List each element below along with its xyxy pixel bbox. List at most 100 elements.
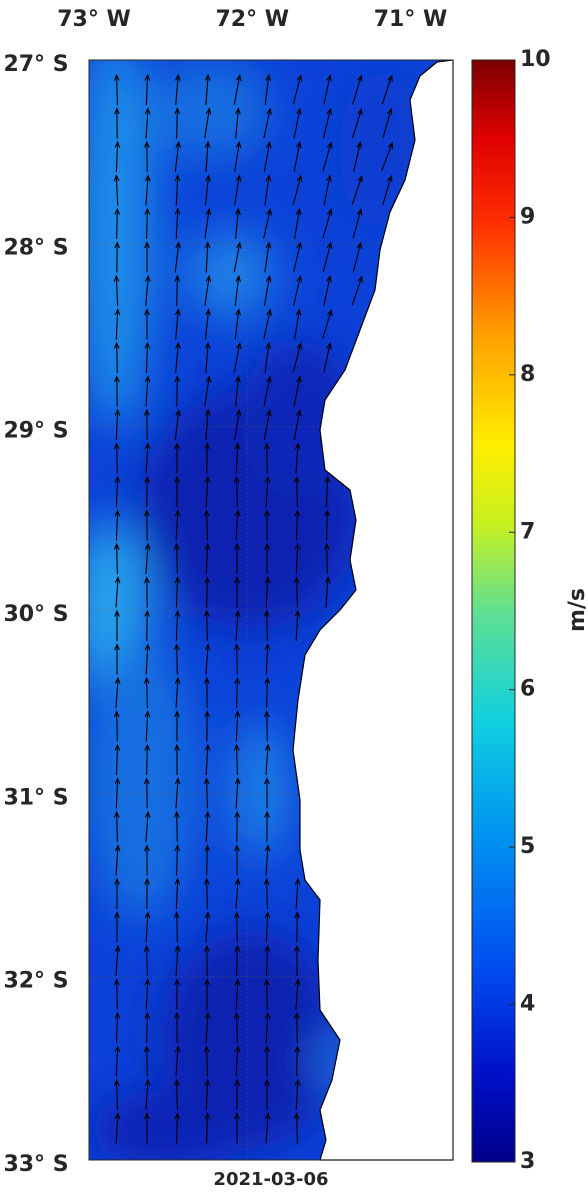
wind-arrow [204, 241, 211, 273]
lat-tick-label: 28° S [3, 235, 68, 260]
wind-arrow [324, 576, 331, 608]
wind-arrow [144, 509, 150, 541]
wind-arrow [292, 74, 303, 105]
wind-arrow [204, 375, 212, 407]
wind-arrow [323, 542, 330, 575]
wind-arrow [204, 944, 210, 977]
wind-arrow [144, 1078, 151, 1110]
wind-arrow [381, 74, 393, 105]
lat-tick-label: 33° S [3, 1152, 68, 1177]
plot-frame [88, 59, 454, 1161]
colorbar-tick-label: 3 [520, 1149, 535, 1174]
wind-arrow [234, 877, 241, 910]
wind-arrow [234, 978, 241, 1010]
wind-arrow [263, 609, 270, 642]
wind-arrow [144, 174, 151, 206]
wind-arrow [144, 978, 151, 1010]
wind-arrow [294, 1045, 301, 1077]
colorbar-tick-label: 9 [520, 204, 535, 229]
wind-arrow [113, 274, 120, 307]
wind-arrow [352, 241, 363, 273]
wind-arrow [173, 810, 180, 843]
wind-arrow [294, 509, 301, 541]
wind-arrow [234, 274, 242, 306]
wind-arrow [292, 342, 303, 373]
wind-arrow [204, 73, 211, 106]
wind-arrow [114, 375, 120, 407]
lon-tick-label: 72° W [215, 7, 289, 32]
wind-arrow [174, 676, 181, 709]
wind-arrow [114, 911, 120, 943]
wind-arrow [114, 844, 121, 876]
wind-arrow [143, 676, 150, 709]
wind-arrow [382, 174, 393, 206]
wind-arrow [294, 978, 301, 1010]
wind-arrow [234, 844, 240, 876]
wind-arrow [264, 810, 270, 843]
wind-arrow [144, 442, 151, 474]
wind-arrow [114, 777, 121, 809]
wind-arrow [144, 241, 150, 273]
wind-arrows [113, 73, 394, 1144]
wind-arrow [204, 174, 211, 206]
wind-arrow [174, 710, 180, 742]
colorbar-tick-label: 7 [520, 519, 535, 544]
colorbar-tick-label: 10 [520, 47, 551, 72]
wind-arrow [204, 576, 211, 608]
wind-arrow [294, 308, 302, 340]
wind-arrow [174, 609, 181, 642]
wind-arrow [204, 978, 210, 1010]
wind-arrow [144, 140, 150, 173]
wind-arrow [234, 140, 242, 172]
wind-arrow [174, 174, 181, 206]
wind-arrow [114, 107, 120, 139]
wind-arrow [113, 442, 120, 474]
wind-arrow [322, 308, 333, 340]
wind-arrow [293, 1011, 300, 1044]
wind-arrow [233, 643, 240, 675]
wind-arrow [235, 107, 241, 139]
wind-arrow [263, 408, 272, 440]
wind-arrow [233, 341, 242, 373]
wind-arrow [174, 442, 180, 474]
wind-arrow [144, 609, 151, 642]
wind-arrow [175, 308, 181, 340]
wind-arrow [113, 542, 120, 575]
wind-arrow [114, 643, 120, 675]
wind-arrow [264, 542, 270, 575]
wind-arrow [264, 1045, 270, 1077]
wind-arrow [235, 207, 241, 239]
colorbar-tick-label: 8 [520, 362, 535, 387]
wind-arrow [144, 710, 151, 742]
wind-arrow [114, 408, 121, 441]
wind-arrow [294, 542, 301, 575]
wind-arrow [113, 1078, 120, 1111]
wind-arrow [174, 944, 181, 977]
wind-arrow [264, 944, 271, 977]
wind-arrow [323, 341, 332, 373]
wind-arrow [324, 509, 331, 541]
wind-arrow [234, 1045, 241, 1077]
wind-arrow [175, 341, 181, 373]
wind-arrow [144, 844, 150, 876]
wind-arrow [144, 810, 151, 843]
wind-arrow [293, 107, 302, 139]
wind-arrow [233, 1011, 240, 1044]
wind-arrow [263, 208, 272, 239]
wind-arrow [263, 375, 272, 407]
wind-arrow [114, 1045, 121, 1077]
wind-arrow [144, 743, 151, 776]
wind-arrow [113, 174, 120, 206]
wind-arrow [114, 1011, 121, 1044]
wind-arrow [144, 341, 151, 374]
wind-arrow [113, 810, 120, 843]
wind-arrow [264, 73, 272, 105]
wind-arrow [233, 73, 242, 105]
wind-arrow [294, 442, 301, 474]
wind-arrow [233, 241, 242, 273]
wind-arrow [144, 375, 151, 407]
wind-arrow [351, 275, 363, 306]
wind-arrow [144, 643, 151, 675]
wind-arrow [113, 341, 120, 374]
wind-arrow [114, 475, 121, 508]
